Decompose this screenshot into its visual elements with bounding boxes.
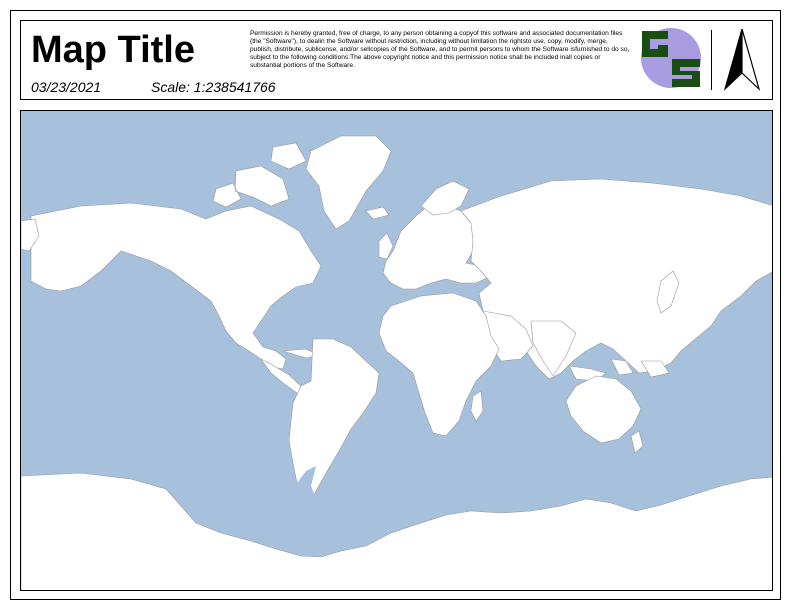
australia <box>565 375 642 444</box>
map-header: Map Title 03/23/2021 Scale: 1:238541766 … <box>20 20 773 100</box>
antarctica <box>21 472 772 590</box>
map-date: 03/23/2021 <box>31 79 102 95</box>
north-america <box>30 202 322 370</box>
greenland <box>305 135 392 230</box>
south-america <box>288 338 380 508</box>
header-divider <box>711 30 712 90</box>
world-map[interactable] <box>20 110 773 591</box>
license-text: Permission is hereby granted, free of ch… <box>250 30 630 69</box>
gs-logo-icon <box>640 27 702 89</box>
map-title: Map Title <box>31 29 195 71</box>
north-arrow-icon <box>723 28 761 91</box>
africa <box>378 292 500 437</box>
world-map-canvas <box>21 111 772 590</box>
india <box>530 320 577 377</box>
page-frame <box>10 10 781 600</box>
arctic-islands <box>212 142 307 208</box>
map-scale: Scale: 1:238541766 <box>151 79 276 95</box>
